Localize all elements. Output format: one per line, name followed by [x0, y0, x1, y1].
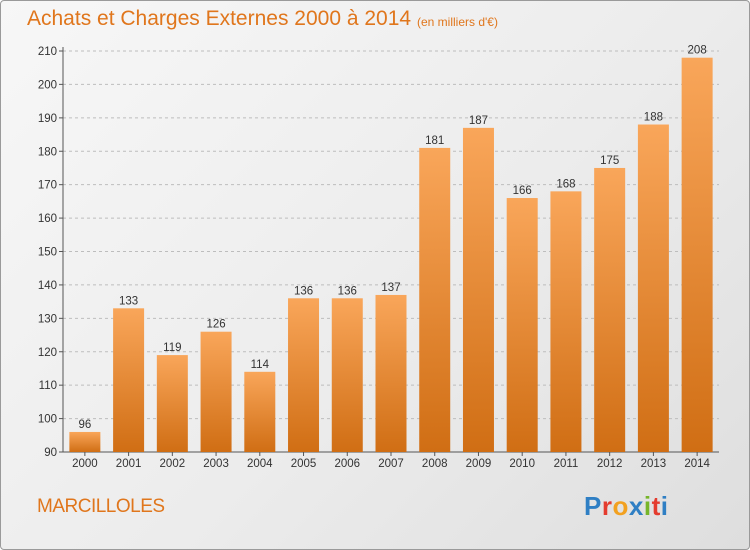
bar-2004 [244, 371, 276, 452]
x-tick-label-2009: 2009 [466, 458, 492, 470]
y-tick-label-120: 120 [38, 347, 57, 359]
value-label-2003: 126 [206, 319, 225, 331]
brand-letter-5: t [651, 491, 661, 521]
y-tick-label-190: 190 [38, 113, 57, 125]
value-label-2005: 136 [294, 285, 313, 297]
y-tick-label-140: 140 [38, 280, 57, 292]
x-tick-label-2012: 2012 [597, 458, 623, 470]
bar-2000 [69, 431, 101, 452]
bar-2011 [550, 191, 582, 452]
x-tick-label-2007: 2007 [378, 458, 404, 470]
x-tick-label-2002: 2002 [160, 458, 186, 470]
value-label-2013: 188 [644, 112, 663, 124]
value-label-2009: 187 [469, 115, 488, 127]
bar-2007 [375, 294, 407, 452]
y-tick-label-170: 170 [38, 180, 57, 192]
commune-name: MARCILLOLES [37, 496, 165, 517]
brand-letter-6: i [660, 491, 669, 521]
x-tick-label-2005: 2005 [291, 458, 317, 470]
y-tick-label-160: 160 [38, 213, 57, 225]
value-label-2000: 96 [78, 419, 91, 431]
proxiti-logo: Proxiti [584, 491, 668, 522]
x-tick-label-2000: 2000 [72, 458, 98, 470]
labels: 90 100 110 120 130 140 150 160 170 180 190 200 210 96… [38, 45, 711, 470]
brand-letter-2: o [612, 491, 629, 521]
value-label-2006: 136 [338, 285, 357, 297]
value-label-2011: 168 [556, 178, 575, 190]
bar-2002 [156, 355, 188, 452]
x-tick-label-2008: 2008 [422, 458, 448, 470]
x-tick-label-2006: 2006 [334, 458, 360, 470]
value-label-2008: 181 [425, 135, 444, 147]
y-tick-label-130: 130 [38, 313, 57, 325]
chart-subtitle: (en milliers d'€) [417, 15, 498, 29]
value-label-2002: 119 [163, 342, 181, 354]
y-tick-label-210: 210 [38, 46, 57, 58]
chart-title: Achats et Charges Externes 2000 à 2014 [27, 7, 412, 30]
bar-2005 [288, 298, 320, 452]
value-label-2014: 208 [688, 45, 707, 57]
bar-2014 [681, 57, 713, 452]
bar-2003 [200, 331, 232, 452]
y-tick-label-100: 100 [38, 414, 57, 426]
x-tick-label-2014: 2014 [684, 458, 710, 470]
x-tick-label-2001: 2001 [116, 458, 142, 470]
x-tick-label-2003: 2003 [203, 458, 229, 470]
bar-2010 [506, 198, 538, 452]
x-tick-label-2013: 2013 [641, 458, 667, 470]
x-tick-label-2010: 2010 [509, 458, 535, 470]
y-tick-label-110: 110 [39, 380, 57, 392]
bar-2013 [637, 124, 669, 453]
y-tick-label-150: 150 [38, 247, 57, 259]
bar-2012 [594, 167, 626, 453]
x-tick-label-2004: 2004 [247, 458, 273, 470]
brand-letter-3: x [628, 491, 644, 521]
x-tick-label-2011: 2011 [554, 458, 579, 470]
bar-2009 [462, 127, 494, 452]
bars [69, 57, 713, 453]
value-label-2007: 137 [381, 282, 400, 294]
y-tick-label-180: 180 [38, 146, 57, 158]
brand-letter-4: i [643, 491, 652, 521]
brand-letter-1: r [601, 491, 613, 521]
bar-2006 [331, 298, 363, 452]
value-label-2012: 175 [600, 155, 619, 167]
y-tick-label-90: 90 [44, 447, 57, 459]
value-label-2004: 114 [251, 359, 270, 371]
bar-2001 [113, 308, 145, 452]
value-label-2010: 166 [513, 185, 532, 197]
y-tick-label-200: 200 [38, 79, 57, 91]
bar-2008 [419, 147, 451, 453]
value-label-2001: 133 [119, 295, 138, 307]
brand-letter-0: P [584, 491, 602, 521]
